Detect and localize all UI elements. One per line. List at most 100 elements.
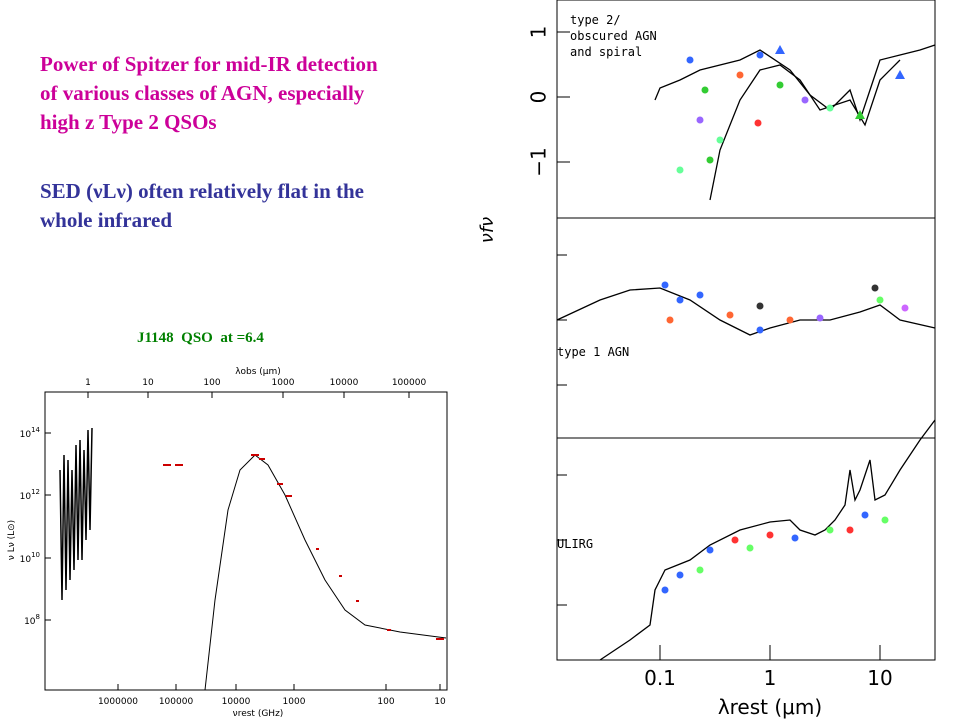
tick-label: 100000 — [159, 697, 194, 707]
text-line: of various classes of AGN, especially — [40, 81, 365, 105]
text-part: 8 — [36, 613, 40, 621]
shape — [786, 316, 794, 324]
shape — [756, 51, 764, 59]
shape — [871, 284, 879, 292]
text-part: 10 — [24, 617, 36, 627]
axis-label: λrest (μm) — [718, 695, 822, 719]
tick-label: 1012 — [20, 488, 40, 502]
tick-label: 108 — [24, 613, 40, 627]
text-part: 10 — [20, 492, 32, 502]
tick-label: 10 — [142, 378, 154, 388]
tick-label: 10 — [867, 666, 892, 690]
text-line: whole infrared — [40, 208, 173, 232]
shape — [736, 71, 744, 79]
tick-label: 1010 — [20, 551, 40, 565]
shape — [701, 86, 709, 94]
tick-label: 1000 — [272, 378, 295, 388]
tick-label: 100000 — [392, 378, 427, 388]
shape — [436, 638, 444, 640]
axis-label: νrest (GHz) — [233, 709, 284, 719]
shape — [855, 110, 865, 119]
text-line: high z Type 2 QSOs — [40, 110, 217, 134]
shape — [356, 600, 359, 602]
frame — [556, 0, 936, 661]
text-part: 12 — [31, 488, 40, 496]
shape — [706, 156, 714, 164]
shape — [599, 419, 936, 661]
shape — [259, 458, 265, 460]
shape — [746, 544, 754, 552]
shape — [316, 548, 319, 550]
caption: J1148 QSO at =6.4 — [137, 330, 264, 346]
y-tick-labels: 1014 1012 1010 108 — [20, 426, 41, 627]
tick-label: 1 — [527, 26, 551, 39]
shape — [816, 314, 824, 322]
shape — [716, 136, 724, 144]
bottom-tick-labels: 1000000 100000 10000 1000 100 10 — [98, 697, 446, 707]
tick-label: 1000 — [283, 697, 306, 707]
tick-label: −1 — [527, 147, 551, 176]
tick-label: 1014 — [20, 426, 41, 440]
paragraph: SED (νLν) often relatively flat in the w… — [40, 177, 364, 235]
tick-label: 100 — [203, 378, 220, 388]
shape — [339, 575, 342, 577]
panel-label: and spiral — [570, 45, 642, 59]
tick-label: 1 — [764, 666, 777, 690]
shape — [163, 464, 171, 466]
text-part: 14 — [31, 426, 40, 434]
top-tick-labels: 1 10 100 1000 10000 100000 — [85, 378, 426, 388]
frame — [44, 391, 448, 691]
y-tick-labels: 1 0 −1 — [527, 26, 551, 177]
shape — [556, 287, 936, 336]
tick-label: 0 — [527, 91, 551, 104]
shape — [661, 281, 669, 289]
shape — [756, 302, 764, 310]
shape — [676, 166, 684, 174]
shape — [709, 59, 901, 201]
ticks — [45, 392, 441, 690]
shape — [676, 296, 684, 304]
shape — [791, 534, 799, 542]
shape — [696, 116, 704, 124]
panel-labels: type 2/ obscured AGN and spiral type 1 A… — [557, 13, 657, 551]
tick-label: 10000 — [222, 697, 251, 707]
tick-label: 10000 — [330, 378, 359, 388]
tick-label: 0.1 — [644, 666, 676, 690]
shape — [826, 104, 834, 112]
shape — [286, 495, 292, 497]
text-line: SED (νLν) often relatively flat in the — [40, 179, 365, 203]
shape — [251, 454, 259, 456]
shape — [846, 526, 854, 534]
shape — [654, 44, 936, 123]
right-plot: 1 0 −1 νfν type 2/ obscured AGN and spir… — [477, 0, 936, 719]
shape — [756, 326, 764, 334]
shape — [175, 464, 183, 466]
shape — [901, 304, 909, 312]
shape — [876, 296, 884, 304]
shape — [881, 516, 889, 524]
panel-label: type 2/ — [570, 13, 621, 27]
text-part: 10 — [20, 555, 32, 565]
shape — [731, 536, 739, 544]
text-part: 10 — [20, 430, 32, 440]
shape — [666, 316, 674, 324]
shape — [861, 511, 869, 519]
spectrum — [59, 427, 93, 601]
tick-label: 10 — [434, 697, 446, 707]
shape — [387, 629, 391, 631]
axis-label: νfν — [477, 217, 498, 243]
shape — [826, 526, 834, 534]
shape — [895, 70, 905, 79]
panel-label: obscured AGN — [570, 29, 657, 43]
axis-label: ν Lν (L⊙) — [7, 520, 17, 560]
shape — [776, 81, 784, 89]
shape — [676, 571, 684, 579]
panel-label: ULIRG — [557, 537, 593, 551]
tick-label: 1000000 — [98, 697, 138, 707]
scatter-points — [661, 45, 909, 594]
model-curve — [204, 454, 447, 691]
panel-label: type 1 AGN — [557, 345, 629, 359]
shape — [775, 45, 785, 54]
